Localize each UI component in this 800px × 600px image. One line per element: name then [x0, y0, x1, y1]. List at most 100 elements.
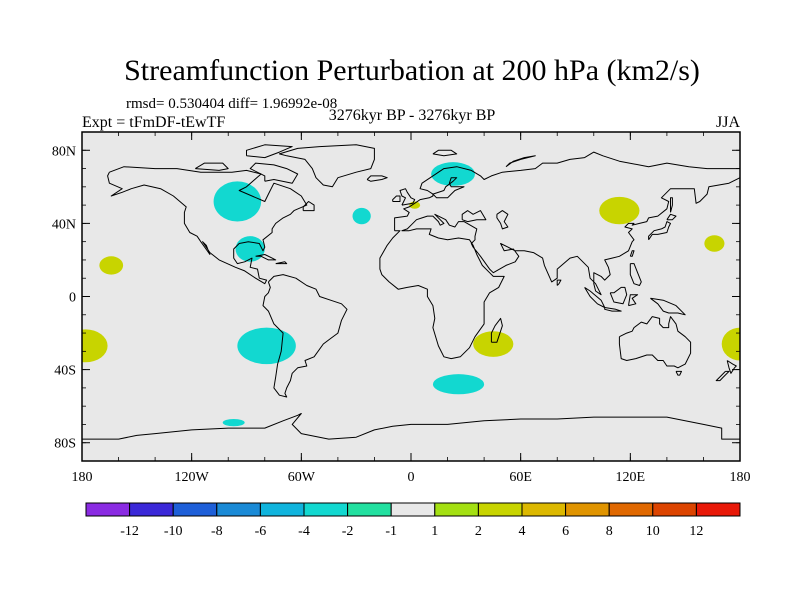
- coastline-cuba: [255, 254, 277, 261]
- colorbar-label-13: 12: [689, 524, 703, 539]
- colorbar-box-12: [608, 502, 654, 517]
- colorbar-label-7: 1: [431, 524, 438, 539]
- axis-ticks: 180 120W 60W 0 60E 120E 180 80N 40N 0 40S 80S: [52, 132, 751, 485]
- anomaly-north-america-neg: [213, 181, 262, 222]
- colorbar-box-6: [347, 502, 392, 517]
- x-tick-label-4: 60E: [509, 470, 532, 485]
- colorbar-box-4: [259, 502, 305, 517]
- coastline-eurasia-africa: [379, 151, 740, 360]
- colorbar-box-13: [652, 502, 697, 517]
- colorbar-box-10: [521, 502, 567, 517]
- coastline-borneo: [609, 286, 628, 305]
- y-tick-label-1: 40N: [52, 217, 76, 232]
- anomaly-north-pacific-pos: [704, 235, 725, 252]
- y-tick-label-0: 80N: [52, 144, 76, 159]
- coastline-iceland: [366, 175, 388, 182]
- colorbar-label-4: -4: [298, 524, 310, 539]
- colorbar-box-0: [85, 502, 131, 517]
- colorbar-label-11: 8: [606, 524, 613, 539]
- x-tick-label-1: 120W: [175, 470, 210, 485]
- coastline-tasmania: [675, 370, 682, 376]
- colorbar-box-2: [172, 502, 218, 517]
- coastline-madagascar: [490, 317, 503, 343]
- coastline-layer: [82, 144, 740, 440]
- colorbar-label-10: 6: [562, 524, 569, 539]
- coastline-north-america: [107, 166, 308, 285]
- coastline-black-sea: [461, 210, 487, 223]
- colorbar-box-11: [565, 502, 610, 517]
- colorbar-label-12: 10: [646, 524, 660, 539]
- coastline-japan: [648, 221, 671, 241]
- coastline-baltic: [432, 177, 465, 199]
- coastline-new-zealand-north: [726, 360, 737, 374]
- coastline-south-america: [262, 274, 348, 398]
- chart-title: Streamfunction Perturbation at 200 hPa (…: [124, 54, 700, 87]
- coastline-sri-lanka: [556, 279, 562, 286]
- colorbar-box-1: [129, 502, 174, 517]
- y-tick-label-3: 40S: [54, 364, 76, 379]
- coastline-sakhalin: [670, 197, 673, 213]
- colorbar-label-0: -12: [120, 524, 139, 539]
- coastline-sulawesi: [628, 294, 639, 307]
- x-tick-label-3: 0: [408, 470, 415, 485]
- colorbar-label-3: -6: [255, 524, 267, 539]
- x-tick-label-6: 180: [730, 470, 751, 485]
- coastline-newfoundland: [302, 201, 315, 212]
- colorbar-label-9: 4: [519, 524, 526, 539]
- anomaly-new-zealand-pos: [721, 327, 740, 361]
- anomaly-scandinavia-neg: [431, 162, 475, 186]
- coastline-new-zealand-south: [715, 370, 730, 382]
- coastline-hispaniola: [275, 261, 288, 265]
- colorbar-box-14: [695, 502, 741, 517]
- coastline-ellesmere: [246, 144, 293, 159]
- anomaly-south-africa-pos: [473, 331, 514, 357]
- x-tick-label-2: 60W: [288, 470, 316, 485]
- coastline-australia: [618, 316, 692, 369]
- colorbar-box-9: [477, 502, 523, 517]
- colorbar-box-3: [216, 502, 261, 517]
- coastline-taiwan: [629, 250, 635, 257]
- coastline-svalbard: [432, 149, 458, 157]
- anomaly-east-asia-pos: [599, 196, 640, 225]
- colorbar-label-8: 2: [475, 524, 482, 539]
- anomaly-western-europe-pos: [409, 201, 421, 209]
- coastline-great-britain: [399, 188, 416, 206]
- coastline-caspian: [496, 210, 509, 230]
- center-string: 3276kyr BP - 3276kyr BP: [329, 107, 496, 124]
- left-string: Expt = tFmDF-tEwTF: [82, 114, 225, 131]
- x-tick-label-5: 120E: [616, 470, 646, 485]
- anomaly-southern-ocean-neg: [432, 374, 485, 395]
- colorbar-label-1: -10: [164, 524, 183, 539]
- anomaly-north-atlantic-neg: [352, 207, 371, 225]
- map-plot-area: 180 120W 60W 0 60E 120E 180 80N 40N 0 40S 80S: [52, 131, 751, 485]
- coastline-hokkaido: [666, 213, 677, 221]
- coastline-novaya-zemlya: [505, 155, 536, 168]
- map-background: [82, 132, 740, 461]
- coastline-victoria-island: [195, 162, 229, 171]
- colorbar: -12 -10 -8 -6 -4 -2 -1 1 2 4 6 8 10 12: [85, 502, 741, 539]
- anomaly-hawaii-pos: [99, 256, 124, 275]
- colorbar-label-2: -8: [211, 524, 223, 539]
- y-tick-label-4: 80S: [54, 437, 76, 452]
- x-tick-label-0: 180: [72, 470, 93, 485]
- anomaly-layer: [82, 162, 740, 427]
- anomaly-east-pacific-pos: [82, 329, 108, 363]
- anomaly-gulf-neg: [235, 236, 265, 262]
- colorbar-label-5: -2: [342, 524, 354, 539]
- anomaly-south-pacific-neg: [237, 327, 296, 365]
- colorbar-label-6: -1: [385, 524, 397, 539]
- coastline-java: [604, 307, 622, 312]
- colorbar-box-5: [303, 502, 349, 517]
- y-tick-label-2: 0: [69, 291, 76, 306]
- coastline-ireland: [392, 195, 401, 202]
- right-string: JJA: [716, 114, 740, 131]
- coastline-baffin-island: [249, 162, 299, 184]
- coastline-antarctica: [82, 413, 740, 440]
- colorbar-box-8: [434, 502, 479, 517]
- coastline-philippines: [629, 263, 642, 286]
- stats-line: rmsd= 0.530404 diff= 1.96992e-08: [126, 96, 337, 112]
- coastline-new-guinea: [650, 297, 686, 316]
- colorbar-box-7: [390, 502, 436, 517]
- coastline-greenland: [278, 144, 375, 188]
